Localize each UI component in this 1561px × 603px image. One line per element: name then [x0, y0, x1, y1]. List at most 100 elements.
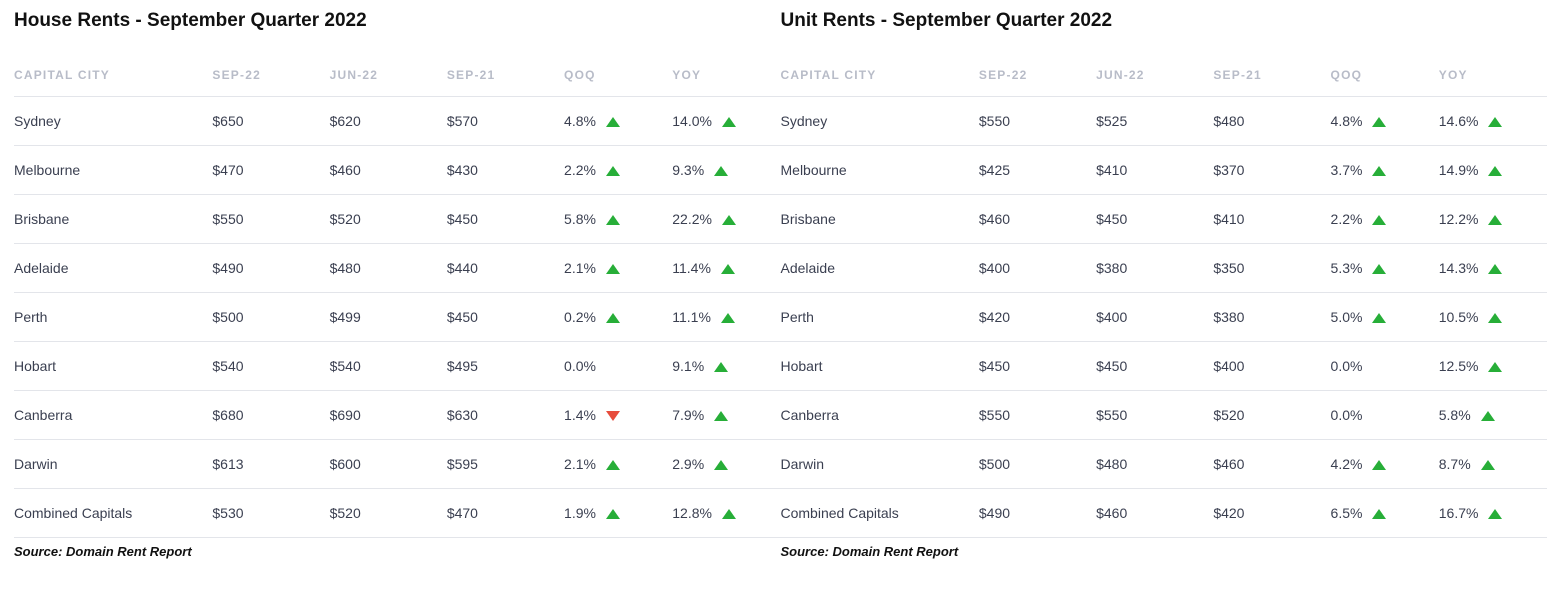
value-cell: $480 — [330, 244, 447, 293]
up-arrow-icon — [1372, 117, 1386, 127]
table-row: Brisbane $550 $520 $450 5.8% 22.2% — [14, 195, 781, 244]
unit-rents-panel: Unit Rents - September Quarter 2022 CAPI… — [781, 10, 1548, 559]
qoq-cell: 5.8% — [564, 195, 672, 244]
col-header: SEP-22 — [979, 58, 1096, 97]
value-cell: $380 — [1213, 293, 1330, 342]
unit-rents-body: Sydney $550 $525 $480 4.8% 14.6% Melbour… — [781, 97, 1548, 538]
value-cell: $500 — [979, 440, 1096, 489]
up-arrow-icon — [722, 215, 736, 225]
up-arrow-icon — [606, 509, 620, 519]
value-cell: $460 — [979, 195, 1096, 244]
up-arrow-icon — [606, 117, 620, 127]
up-arrow-icon — [1372, 509, 1386, 519]
value-cell: $570 — [447, 97, 564, 146]
city-cell: Combined Capitals — [781, 489, 979, 538]
yoy-cell: 9.3% — [672, 146, 780, 195]
qoq-cell: 4.2% — [1331, 440, 1439, 489]
house-rents-panel: House Rents - September Quarter 2022 CAP… — [14, 10, 781, 559]
value-cell: $410 — [1213, 195, 1330, 244]
up-arrow-icon — [606, 166, 620, 176]
col-header: YOY — [1439, 58, 1547, 97]
city-cell: Darwin — [781, 440, 979, 489]
up-arrow-icon — [722, 509, 736, 519]
yoy-cell: 14.6% — [1439, 97, 1547, 146]
qoq-cell: 2.1% — [564, 440, 672, 489]
city-cell: Hobart — [781, 342, 979, 391]
up-arrow-icon — [1488, 215, 1502, 225]
city-cell: Sydney — [14, 97, 212, 146]
tables-container: House Rents - September Quarter 2022 CAP… — [14, 10, 1547, 559]
yoy-cell: 22.2% — [672, 195, 780, 244]
table-header-row: CAPITAL CITY SEP-22 JUN-22 SEP-21 QOQ YO… — [781, 58, 1548, 97]
yoy-cell: 2.9% — [672, 440, 780, 489]
value-cell: $460 — [330, 146, 447, 195]
up-arrow-icon — [1488, 117, 1502, 127]
col-header: JUN-22 — [330, 58, 447, 97]
up-arrow-icon — [714, 460, 728, 470]
table-row: Sydney $550 $525 $480 4.8% 14.6% — [781, 97, 1548, 146]
table-row: Combined Capitals $490 $460 $420 6.5% 16… — [781, 489, 1548, 538]
table-row: Hobart $450 $450 $400 0.0% 12.5% — [781, 342, 1548, 391]
yoy-cell: 7.9% — [672, 391, 780, 440]
value-cell: $630 — [447, 391, 564, 440]
up-arrow-icon — [1488, 509, 1502, 519]
value-cell: $500 — [212, 293, 329, 342]
city-cell: Brisbane — [781, 195, 979, 244]
col-header: YOY — [672, 58, 780, 97]
yoy-cell: 5.8% — [1439, 391, 1547, 440]
city-cell: Melbourne — [14, 146, 212, 195]
table-row: Canberra $550 $550 $520 0.0% 5.8% — [781, 391, 1548, 440]
city-cell: Adelaide — [781, 244, 979, 293]
up-arrow-icon — [1372, 460, 1386, 470]
up-arrow-icon — [1488, 362, 1502, 372]
value-cell: $540 — [212, 342, 329, 391]
yoy-cell: 12.8% — [672, 489, 780, 538]
qoq-cell: 0.0% — [564, 342, 672, 391]
up-arrow-icon — [1372, 313, 1386, 323]
yoy-cell: 8.7% — [1439, 440, 1547, 489]
value-cell: $480 — [1096, 440, 1213, 489]
table-row: Melbourne $470 $460 $430 2.2% 9.3% — [14, 146, 781, 195]
col-header: CAPITAL CITY — [14, 58, 212, 97]
table-row: Adelaide $400 $380 $350 5.3% 14.3% — [781, 244, 1548, 293]
city-cell: Perth — [781, 293, 979, 342]
up-arrow-icon — [721, 264, 735, 274]
col-header: SEP-21 — [447, 58, 564, 97]
yoy-cell: 9.1% — [672, 342, 780, 391]
value-cell: $440 — [447, 244, 564, 293]
yoy-cell: 14.9% — [1439, 146, 1547, 195]
value-cell: $450 — [1096, 342, 1213, 391]
value-cell: $370 — [1213, 146, 1330, 195]
col-header: JUN-22 — [1096, 58, 1213, 97]
city-cell: Brisbane — [14, 195, 212, 244]
value-cell: $520 — [330, 195, 447, 244]
city-cell: Hobart — [14, 342, 212, 391]
value-cell: $420 — [1213, 489, 1330, 538]
value-cell: $450 — [447, 195, 564, 244]
table-row: Melbourne $425 $410 $370 3.7% 14.9% — [781, 146, 1548, 195]
yoy-cell: 16.7% — [1439, 489, 1547, 538]
city-cell: Canberra — [14, 391, 212, 440]
value-cell: $620 — [330, 97, 447, 146]
value-cell: $525 — [1096, 97, 1213, 146]
table-row: Brisbane $460 $450 $410 2.2% 12.2% — [781, 195, 1548, 244]
value-cell: $613 — [212, 440, 329, 489]
value-cell: $530 — [212, 489, 329, 538]
up-arrow-icon — [1481, 460, 1495, 470]
table-title: Unit Rents - September Quarter 2022 — [781, 10, 1548, 32]
up-arrow-icon — [714, 166, 728, 176]
value-cell: $430 — [447, 146, 564, 195]
col-header: QOQ — [564, 58, 672, 97]
qoq-cell: 6.5% — [1331, 489, 1439, 538]
col-header: CAPITAL CITY — [781, 58, 979, 97]
value-cell: $420 — [979, 293, 1096, 342]
value-cell: $495 — [447, 342, 564, 391]
value-cell: $550 — [1096, 391, 1213, 440]
yoy-cell: 12.5% — [1439, 342, 1547, 391]
value-cell: $450 — [1096, 195, 1213, 244]
value-cell: $480 — [1213, 97, 1330, 146]
value-cell: $450 — [447, 293, 564, 342]
value-cell: $550 — [979, 391, 1096, 440]
value-cell: $410 — [1096, 146, 1213, 195]
value-cell: $380 — [1096, 244, 1213, 293]
